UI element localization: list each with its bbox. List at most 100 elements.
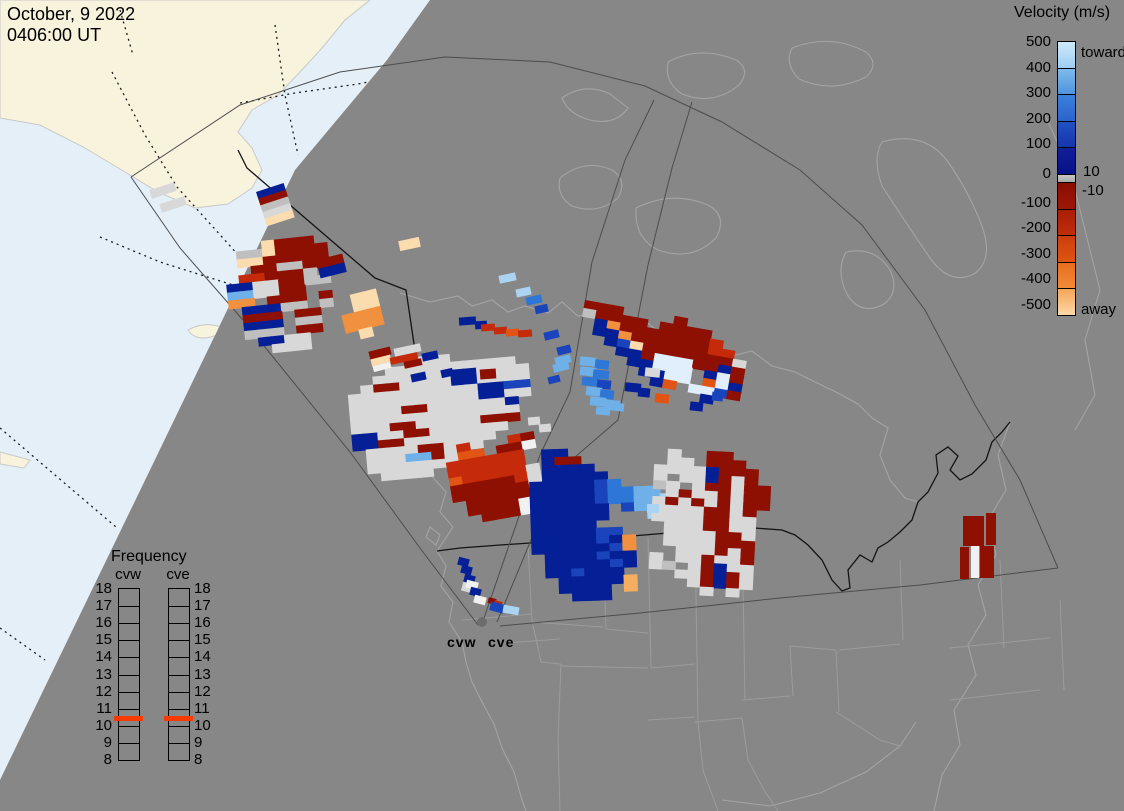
data-cell xyxy=(755,501,771,512)
velocity-tick-label: 200 xyxy=(1025,109,1051,127)
data-cell xyxy=(517,329,533,338)
coastline xyxy=(666,52,746,100)
frequency-bar-tick xyxy=(119,725,139,727)
frequency-bar-tick xyxy=(119,691,139,693)
data-cell xyxy=(481,430,497,441)
state-border xyxy=(504,638,561,644)
sunlit-region xyxy=(0,0,430,780)
frequency-legend-title: Frequency xyxy=(111,548,187,565)
state-border xyxy=(647,716,696,721)
frequency-bar-tick xyxy=(169,657,189,659)
coastline xyxy=(721,721,917,807)
data-cell xyxy=(595,406,611,416)
frequency-tick-label: 14 xyxy=(194,648,211,666)
inner-neg-label: -10 xyxy=(1082,182,1104,199)
data-cell xyxy=(980,546,994,578)
data-cell xyxy=(637,387,651,398)
frequency-bar-tick xyxy=(119,606,139,608)
state-border xyxy=(531,621,604,628)
state-border xyxy=(949,637,1051,649)
frequency-column-label: cve xyxy=(166,566,190,583)
frequency-tick-label: 9 xyxy=(103,733,112,751)
velocity-tick-label: -100 xyxy=(1020,193,1051,211)
frequency-bar-tick xyxy=(169,742,189,744)
frequency-tick-label: 15 xyxy=(95,631,112,649)
date-label: October, 9 2022 xyxy=(7,4,136,24)
frequency-bar-tick xyxy=(169,725,189,727)
state-border xyxy=(527,545,533,623)
state-border xyxy=(835,711,901,747)
away-label: away xyxy=(1081,301,1117,318)
velocity-colorbar xyxy=(1057,41,1076,316)
data-cell xyxy=(458,316,477,326)
frequency-bar-tick xyxy=(169,640,189,642)
sunlit-landmass xyxy=(0,0,372,209)
frequency-tick-label: 18 xyxy=(194,580,211,597)
coastline xyxy=(561,88,629,123)
radar-label-cve: cve xyxy=(488,634,515,650)
data-cell xyxy=(738,580,754,591)
velocity-colorbar-segment xyxy=(1058,173,1075,182)
frequency-tick-label: 12 xyxy=(95,682,112,700)
state-border xyxy=(697,721,719,811)
frequency-bar-tick xyxy=(119,708,139,710)
data-cell xyxy=(594,359,610,370)
frequency-bar-tick xyxy=(119,623,139,625)
velocity-colorbar-segment xyxy=(1058,67,1075,95)
frequency-tick-label: 11 xyxy=(96,699,112,717)
state-border xyxy=(899,559,904,641)
inner-pos-label: 10 xyxy=(1083,163,1100,180)
state-border xyxy=(741,717,779,811)
frequency-tick-label: 17 xyxy=(194,597,211,615)
data-cell xyxy=(609,402,625,412)
data-cell xyxy=(493,421,509,432)
state-border xyxy=(605,628,649,634)
frequency-marker xyxy=(164,715,193,721)
frequency-tick-label: 18 xyxy=(95,580,112,597)
state-border xyxy=(999,559,1005,649)
velocity-colorbar-segment xyxy=(1058,120,1075,148)
frequency-bar-tick xyxy=(169,606,189,608)
state-border xyxy=(532,624,562,665)
frequency-tick-label: 11 xyxy=(194,699,210,717)
radar-fov-line xyxy=(130,56,1059,569)
coastline xyxy=(840,250,895,310)
data-cell xyxy=(699,586,714,597)
velocity-colorbar-segment xyxy=(1058,208,1075,236)
graticule-line xyxy=(119,9,134,56)
frequency-bar-tick xyxy=(169,623,189,625)
velocity-tick-label: 0 xyxy=(1042,164,1051,182)
frequency-column-label: cvw xyxy=(115,566,141,583)
coastline xyxy=(635,197,722,255)
coastline xyxy=(933,421,1011,811)
data-cell xyxy=(419,467,435,478)
data-cell xyxy=(960,547,969,579)
coastline xyxy=(558,164,623,210)
velocity-colorbar-segment xyxy=(1058,147,1075,174)
frequency-tick-label: 14 xyxy=(95,648,112,666)
velocity-colorbar-segment xyxy=(1058,94,1075,121)
radar-label-cvw: cvw xyxy=(447,634,477,650)
state-border xyxy=(838,643,901,651)
coastline xyxy=(425,526,441,546)
data-cell xyxy=(479,368,497,380)
data-cell xyxy=(971,546,979,578)
data-cell xyxy=(725,587,740,598)
velocity-colorbar-segment xyxy=(1058,42,1075,68)
state-border xyxy=(1059,599,1065,691)
state-border xyxy=(789,645,794,697)
data-cell xyxy=(319,297,335,309)
data-cell xyxy=(654,393,670,404)
frequency-bar-tick xyxy=(119,674,139,676)
velocity-colorbar-segment xyxy=(1058,288,1075,315)
data-cell xyxy=(622,558,638,568)
frequency-marker xyxy=(114,715,143,721)
coastline xyxy=(788,40,874,87)
velocity-tick-label: -300 xyxy=(1020,244,1051,262)
frequency-tick-label: 13 xyxy=(194,665,211,683)
state-border xyxy=(650,663,696,669)
frequency-tick-label: 8 xyxy=(194,751,203,768)
velocity-colorbar-segment xyxy=(1058,235,1075,262)
radar-fov-line xyxy=(499,567,1059,627)
